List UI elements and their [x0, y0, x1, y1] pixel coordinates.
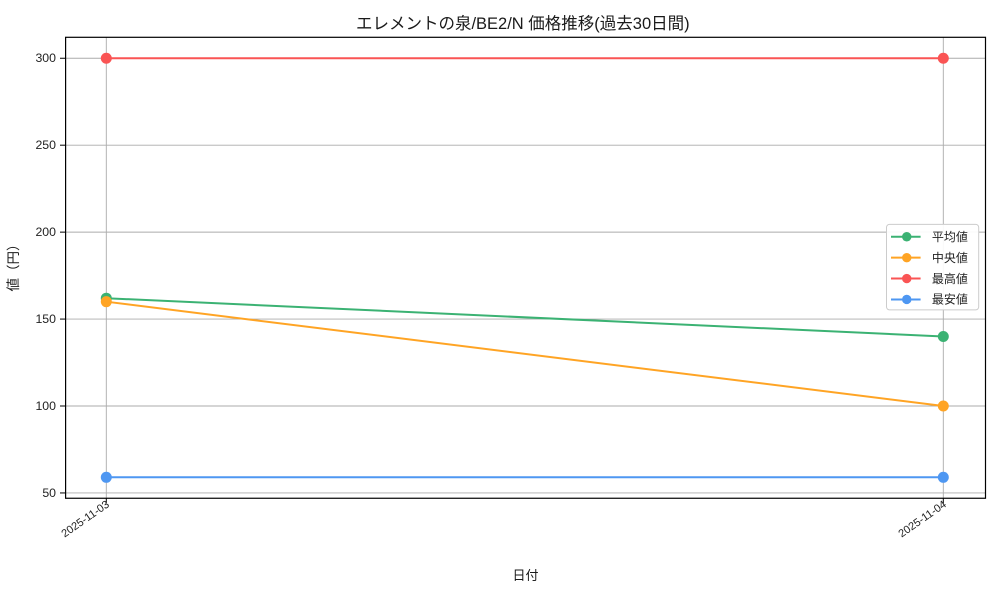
- svg-text:エレメントの泉/BE2/N 価格推移(過去30日間): エレメントの泉/BE2/N 価格推移(過去30日間): [356, 14, 690, 33]
- svg-text:値（円）: 値（円）: [6, 238, 21, 292]
- svg-text:中央値: 中央値: [932, 250, 968, 265]
- svg-text:日付: 日付: [512, 568, 538, 583]
- svg-text:100: 100: [35, 399, 56, 413]
- svg-text:最安値: 最安値: [932, 292, 968, 307]
- svg-text:250: 250: [35, 138, 56, 152]
- svg-text:最高値: 最高値: [932, 271, 968, 286]
- svg-text:300: 300: [35, 51, 56, 65]
- svg-text:150: 150: [35, 312, 56, 326]
- svg-text:200: 200: [35, 225, 56, 239]
- svg-text:50: 50: [42, 486, 56, 500]
- svg-text:平均値: 平均値: [932, 229, 968, 244]
